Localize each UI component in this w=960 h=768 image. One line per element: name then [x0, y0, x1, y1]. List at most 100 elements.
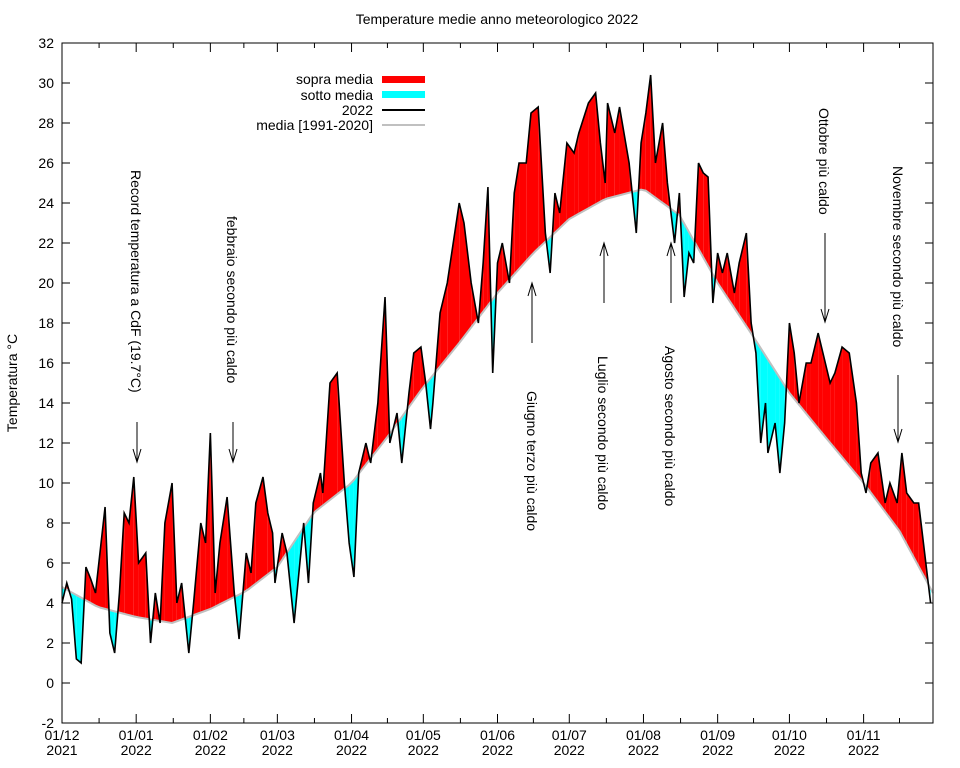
above-mean-fill: [698, 163, 704, 258]
above-mean-fill: [138, 553, 146, 619]
legend: sopra media sotto media 2022 media [1991…: [256, 71, 425, 133]
y-tick-label: 18: [38, 315, 54, 331]
y-tick-label: 2: [46, 635, 54, 651]
above-mean-fill: [440, 283, 448, 367]
arrow-down-icon: [893, 375, 903, 444]
x-tick-year-label: 2021: [46, 742, 77, 758]
y-axis-label: Temperatura °C: [4, 334, 20, 432]
above-mean-fill: [255, 477, 263, 584]
above-mean-fill: [464, 223, 472, 337]
above-mean-fill: [842, 347, 850, 466]
above-mean-fill: [90, 579, 96, 606]
below-mean-fill: [779, 378, 785, 473]
x-tick-label: 01/02: [193, 727, 228, 743]
above-mean-fill: [246, 553, 252, 591]
y-tick-label: 20: [38, 275, 54, 291]
above-mean-fill: [200, 523, 206, 613]
legend-label-sotto: sotto media: [301, 87, 374, 103]
above-mean-fill: [834, 347, 843, 458]
y-tick-label: 4: [46, 595, 54, 611]
legend-label-sopra: sopra media: [296, 71, 373, 87]
above-mean-fill: [822, 353, 831, 443]
annotation-agosto: Agosto secondo più caldo: [662, 346, 678, 507]
x-tick-label: 01/05: [406, 727, 441, 743]
above-mean-fill: [849, 353, 857, 475]
y-tick-label: 26: [38, 155, 54, 171]
y-tick-label: 0: [46, 675, 54, 691]
temp-2022-line: [61, 74, 932, 665]
above-mean-fill: [578, 103, 589, 214]
x-tick-year-label: 2022: [262, 742, 293, 758]
above-mean-fill: [531, 107, 539, 256]
annotation-giugno: Giugno terzo più caldo: [524, 391, 540, 531]
above-mean-fill: [889, 483, 898, 528]
above-mean-fill: [870, 453, 878, 503]
above-mean-fill: [734, 263, 740, 316]
arrow-up-icon: [666, 241, 676, 303]
above-mean-fill: [164, 483, 173, 623]
x-tick-label: 01/12: [44, 727, 79, 743]
below-mean-fill: [775, 370, 780, 473]
x-tick-year-label: 2022: [195, 742, 226, 758]
annotation-ottobre: Ottobre più caldo: [816, 108, 832, 215]
above-mean-fill: [885, 483, 890, 519]
above-mean-fill: [176, 583, 182, 622]
x-tick-year-label: 2022: [121, 742, 152, 758]
x-tick-year-label: 2022: [628, 742, 659, 758]
legend-label-2022: 2022: [342, 102, 373, 118]
above-mean-fill: [588, 93, 596, 209]
x-tick-label: 01/04: [334, 727, 369, 743]
y-tick-label: 14: [38, 395, 54, 411]
x-tick-year-label: 2022: [408, 742, 439, 758]
below-mean-fill: [109, 610, 115, 653]
annotations: Record temperatura a CdF (19.7°C) febbra…: [128, 108, 906, 531]
arrow-down-icon: [228, 422, 238, 464]
above-mean-fill: [519, 163, 527, 269]
above-mean-fill: [818, 333, 823, 435]
x-axis: 01/12202101/01202201/02202201/03202201/0…: [44, 43, 900, 758]
above-mean-fill: [497, 243, 503, 293]
above-mean-fill: [219, 497, 228, 605]
y-tick-label: 28: [38, 115, 54, 131]
x-tick-label: 01/07: [552, 727, 587, 743]
above-mean-fill: [566, 143, 575, 222]
y-tick-label: 22: [38, 235, 54, 251]
arrow-up-icon: [599, 241, 609, 303]
y-tick-label: 32: [38, 35, 54, 51]
above-mean-fill: [263, 477, 268, 579]
annotation-record: Record temperatura a CdF (19.7°C): [128, 170, 144, 393]
arrow-down-icon: [820, 233, 830, 324]
legend-swatch-sotto: [382, 91, 425, 98]
above-mean-fill: [619, 107, 630, 196]
x-tick-label: 01/08: [626, 727, 661, 743]
y-tick-label: -2: [42, 715, 55, 731]
above-mean-fill: [906, 493, 914, 558]
above-mean-fill: [830, 373, 835, 449]
x-tick-year-label: 2022: [774, 742, 805, 758]
arrow-down-icon: [132, 422, 142, 464]
above-mean-fill: [574, 133, 579, 217]
annotation-febbraio: febbraio secondo più caldo: [224, 216, 240, 384]
above-mean-fill: [595, 93, 601, 205]
above-mean-fill: [514, 163, 520, 275]
x-tick-year-label: 2022: [482, 742, 513, 758]
above-mean-fill: [526, 113, 531, 261]
annotation-novembre: Novembre secondo più caldo: [890, 166, 906, 348]
chart-title: Temperature medie anno meteorologico 202…: [356, 11, 639, 27]
x-tick-year-label: 2022: [554, 742, 585, 758]
x-tick-year-label: 2022: [702, 742, 733, 758]
anomaly-fills: [62, 75, 931, 663]
x-tick-label: 01/11: [847, 727, 881, 743]
x-tick-label: 01/10: [772, 727, 807, 743]
x-tick-label: 01/09: [700, 727, 735, 743]
above-mean-fill: [806, 363, 811, 420]
above-mean-fill: [641, 113, 646, 191]
above-mean-fill: [124, 513, 129, 616]
below-mean-fill: [349, 479, 354, 577]
x-tick-year-label: 2022: [848, 742, 879, 758]
above-mean-fill: [85, 567, 91, 603]
above-mean-fill: [655, 123, 663, 203]
y-tick-label: 30: [38, 75, 54, 91]
